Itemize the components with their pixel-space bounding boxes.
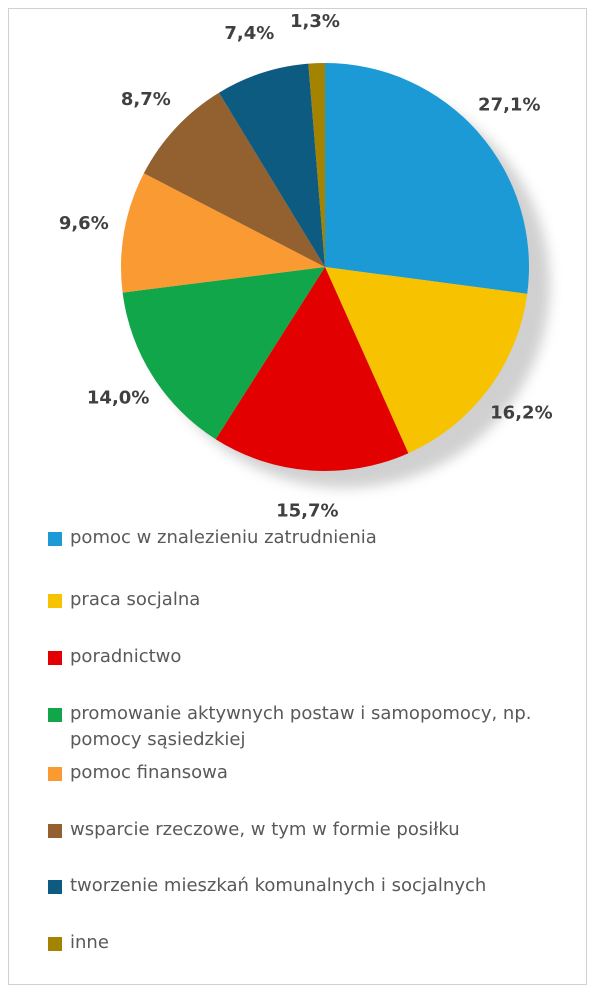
legend-item: wsparcie rzeczowe, w tym w formie posiłk…: [48, 817, 578, 843]
pie-slice: [218, 63, 325, 268]
pie-slice: [215, 267, 409, 472]
data-label: 7,4%: [224, 23, 274, 44]
legend-swatch: [48, 651, 62, 665]
legend-label: inne: [70, 932, 109, 953]
legend-label: pomoc w znalezieniu zatrudnienia: [70, 527, 377, 548]
legend-item: pomoc finansowa: [48, 760, 578, 786]
legend-swatch: [48, 708, 62, 722]
legend-swatch: [48, 824, 62, 838]
legend-item: praca socjalna: [48, 587, 578, 613]
legend-label: promowanie aktywnych postaw i samopomocy…: [70, 703, 532, 750]
data-label: 27,1%: [478, 95, 540, 116]
legend-label: poradnictwo: [70, 646, 182, 667]
legend-label: pomoc finansowa: [70, 762, 228, 783]
data-label: 9,6%: [59, 213, 109, 234]
chart-frame: [8, 8, 587, 985]
legend-swatch: [48, 767, 62, 781]
pie-slice: [122, 267, 325, 440]
legend-item: pomoc w znalezieniu zatrudnienia: [48, 525, 578, 551]
data-label: 1,3%: [290, 11, 340, 32]
legend-swatch: [48, 880, 62, 894]
pie-slice: [325, 63, 529, 294]
pie-slice: [325, 267, 528, 454]
legend-swatch: [48, 937, 62, 951]
data-label: 16,2%: [490, 402, 552, 423]
legend-label: wsparcie rzeczowe, w tym w formie posiłk…: [70, 819, 460, 840]
legend-label: praca socjalna: [70, 589, 201, 610]
legend-item: tworzenie mieszkań komunalnych i socjaln…: [48, 873, 578, 899]
legend-item: promowanie aktywnych postaw i samopomocy…: [48, 701, 578, 753]
data-label: 14,0%: [87, 387, 149, 408]
data-label: 8,7%: [121, 89, 171, 110]
pie-slice: [120, 173, 325, 293]
pie-slice: [308, 63, 325, 267]
legend-swatch: [48, 594, 62, 608]
data-label: 15,7%: [276, 500, 338, 521]
pie-slice: [143, 92, 325, 267]
legend-label: tworzenie mieszkań komunalnych i socjaln…: [70, 875, 487, 896]
legend-item: inne: [48, 930, 578, 956]
legend-item: poradnictwo: [48, 644, 578, 670]
legend-swatch: [48, 532, 62, 546]
